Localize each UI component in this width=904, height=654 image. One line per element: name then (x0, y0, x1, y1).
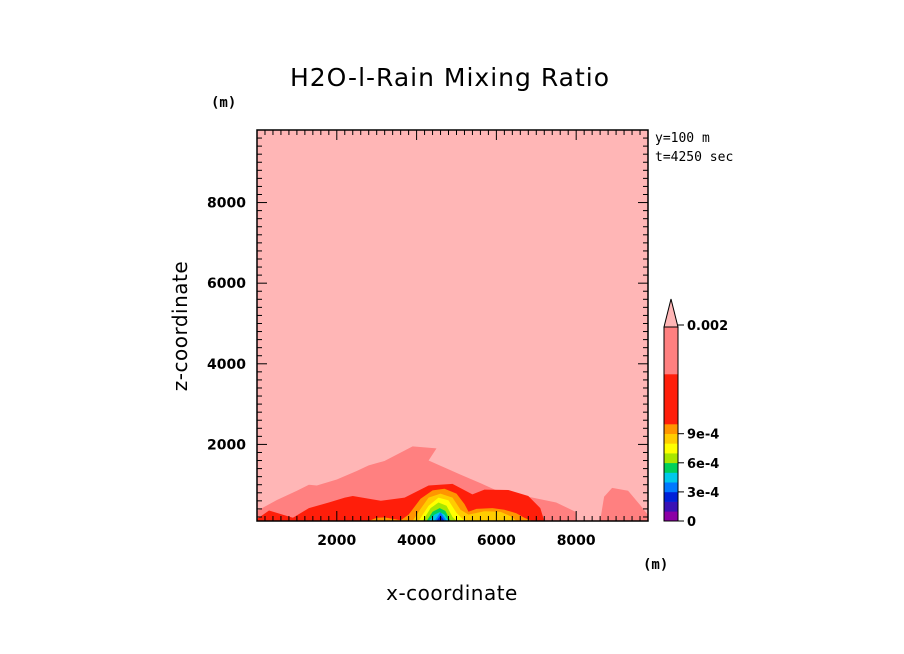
colorbar-segment (664, 433, 678, 444)
y-tick-label: 8000 (207, 196, 246, 212)
y-axis-ticks: 2000 4000 6000 8000 (207, 129, 648, 518)
colorbar-segment (664, 453, 678, 464)
colorbar-tick-label: 9e-4 (687, 428, 719, 443)
y-tick-label: 2000 (207, 437, 246, 453)
colorbar: 0 3e-4 6e-4 9e-4 0.002 (663, 298, 728, 530)
colorbar-tick-label: 0 (687, 515, 696, 530)
colorbar-segment (664, 472, 678, 483)
colorbar-tick-label: 6e-4 (687, 457, 719, 472)
contour-region-2 (600, 487, 648, 521)
x-tick-label: 2000 (317, 533, 356, 549)
colorbar-segment (664, 374, 678, 425)
y-tick-label: 4000 (207, 357, 246, 373)
colorbar-extend-arrow (663, 298, 679, 328)
x-axis-label: x-coordinate (386, 581, 518, 605)
x-axis-ticks: 2000 4000 6000 8000 (264, 130, 649, 549)
colorbar-segment (664, 462, 678, 473)
x-tick-label: 4000 (397, 533, 436, 549)
chart-title: H2O-l-Rain Mixing Ratio (290, 63, 610, 92)
y-tick-label: 6000 (207, 276, 246, 292)
x-tick-label: 6000 (477, 533, 516, 549)
plot-border (256, 129, 649, 522)
colorbar-segment (664, 482, 678, 493)
colorbar-segment (664, 443, 678, 454)
x-tick-label: 8000 (557, 533, 596, 549)
plot-frame (256, 129, 649, 522)
y-axis-label: z-coordinate (168, 261, 192, 391)
colorbar-border (663, 326, 679, 522)
colorbar-tick-label: 3e-4 (687, 486, 719, 501)
contour-region-0 (257, 130, 648, 521)
annotation-y-position: y=100 m (655, 131, 710, 146)
colorbar-segment (664, 491, 678, 502)
colorbar-segment (664, 325, 678, 375)
y-axis-unit: (m) (211, 95, 236, 111)
annotation-time: t=4250 sec (655, 150, 733, 165)
colorbar-tick-label: 0.002 (687, 319, 728, 334)
x-axis-unit: (m) (643, 557, 668, 573)
colorbar-segment (664, 424, 678, 434)
colorbar-segment (664, 511, 678, 522)
contour-plot-area (257, 130, 648, 521)
colorbar-segment (664, 501, 678, 512)
